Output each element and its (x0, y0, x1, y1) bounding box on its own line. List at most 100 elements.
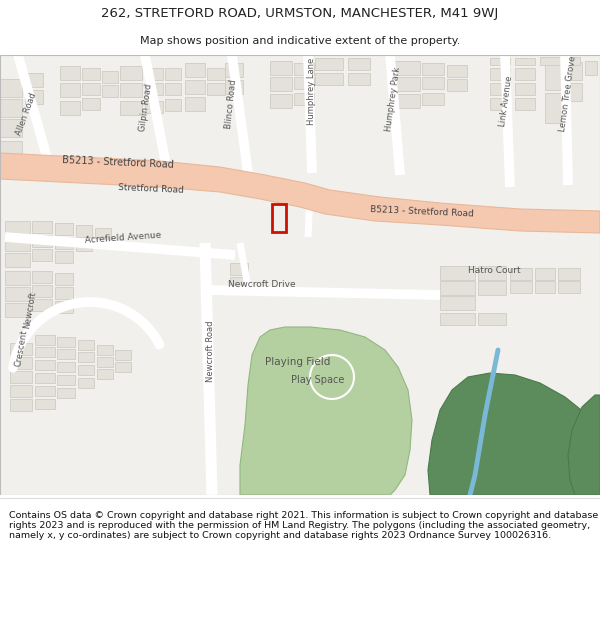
Bar (515, 58, 535, 65)
Bar (440, 296, 475, 310)
Bar (478, 281, 506, 295)
Bar (55, 251, 73, 263)
Bar (185, 97, 205, 111)
Text: Map shows position and indicative extent of the property.: Map shows position and indicative extent… (140, 36, 460, 46)
Text: B5213 - Stretford Road: B5213 - Stretford Road (370, 206, 474, 219)
Bar (440, 281, 475, 295)
Bar (57, 349, 75, 359)
Bar (490, 68, 510, 80)
Text: Newcroft Road: Newcroft Road (206, 321, 215, 382)
Text: Blinco Road: Blinco Road (224, 79, 238, 129)
Bar (102, 85, 118, 97)
Text: Newcroft Drive: Newcroft Drive (228, 280, 296, 289)
Bar (25, 90, 43, 104)
Bar (568, 62, 582, 80)
Bar (5, 303, 30, 317)
Bar (478, 266, 506, 280)
Bar (447, 79, 467, 91)
Text: Allen Road: Allen Road (14, 92, 38, 137)
Bar (490, 58, 510, 65)
Bar (0, 119, 22, 137)
Bar (270, 94, 292, 108)
Bar (348, 58, 370, 70)
Bar (5, 237, 30, 251)
Bar (35, 360, 55, 370)
Bar (78, 365, 94, 375)
Bar (25, 73, 43, 87)
Bar (82, 68, 100, 80)
Text: Link Avenue: Link Avenue (498, 75, 514, 127)
Bar (32, 299, 52, 311)
Bar (120, 83, 142, 97)
Bar (230, 277, 248, 289)
Bar (82, 83, 100, 95)
Text: Lemon Tree Grove: Lemon Tree Grove (558, 55, 578, 132)
Bar (490, 83, 510, 95)
Bar (422, 77, 444, 89)
Bar (165, 83, 181, 95)
Bar (395, 77, 420, 91)
Bar (32, 271, 52, 283)
Bar (185, 63, 205, 77)
Text: Contains OS data © Crown copyright and database right 2021. This information is : Contains OS data © Crown copyright and d… (9, 511, 598, 541)
Bar (78, 352, 94, 362)
Bar (102, 71, 118, 83)
Bar (35, 386, 55, 396)
Bar (5, 271, 30, 285)
Bar (82, 98, 100, 110)
Bar (10, 399, 32, 411)
Bar (115, 350, 131, 360)
Bar (76, 239, 92, 251)
Bar (348, 73, 370, 85)
Bar (35, 335, 55, 345)
Bar (60, 66, 80, 80)
Bar (32, 221, 52, 233)
Bar (115, 362, 131, 372)
Bar (294, 93, 314, 105)
Text: Stretford Road: Stretford Road (118, 183, 184, 195)
Bar (207, 68, 225, 80)
Bar (315, 73, 343, 85)
Bar (515, 98, 535, 110)
Bar (5, 287, 30, 301)
Bar (60, 83, 80, 97)
Bar (422, 63, 444, 75)
Bar (510, 281, 532, 293)
Bar (0, 79, 22, 97)
Bar (165, 99, 181, 111)
Bar (78, 340, 94, 350)
Bar (145, 83, 163, 95)
Bar (10, 357, 32, 369)
Polygon shape (240, 327, 412, 495)
Bar (510, 268, 532, 280)
Bar (478, 313, 506, 325)
Polygon shape (0, 153, 600, 233)
Bar (395, 61, 420, 75)
Bar (558, 281, 580, 293)
Bar (270, 61, 292, 75)
Text: Crescent: Crescent (14, 329, 29, 367)
Bar (32, 285, 52, 297)
Bar (185, 80, 205, 94)
Bar (57, 362, 75, 372)
Bar (55, 287, 73, 299)
Bar (55, 301, 73, 313)
Bar (97, 345, 113, 355)
Text: B5213 - Stretford Road: B5213 - Stretford Road (62, 155, 174, 170)
Bar (10, 343, 32, 355)
Bar (57, 337, 75, 347)
Text: Humphrey Lane: Humphrey Lane (307, 58, 316, 125)
Bar (422, 93, 444, 105)
Bar (568, 83, 582, 101)
Bar (55, 237, 73, 249)
Bar (440, 266, 475, 280)
Bar (0, 141, 22, 157)
Bar (395, 94, 420, 108)
Bar (225, 80, 243, 94)
Text: Acrefield Avenue: Acrefield Avenue (85, 231, 162, 245)
Bar (558, 268, 580, 280)
Bar (272, 204, 286, 232)
Bar (545, 93, 563, 123)
Bar (97, 357, 113, 367)
Text: Play Space: Play Space (292, 375, 344, 385)
